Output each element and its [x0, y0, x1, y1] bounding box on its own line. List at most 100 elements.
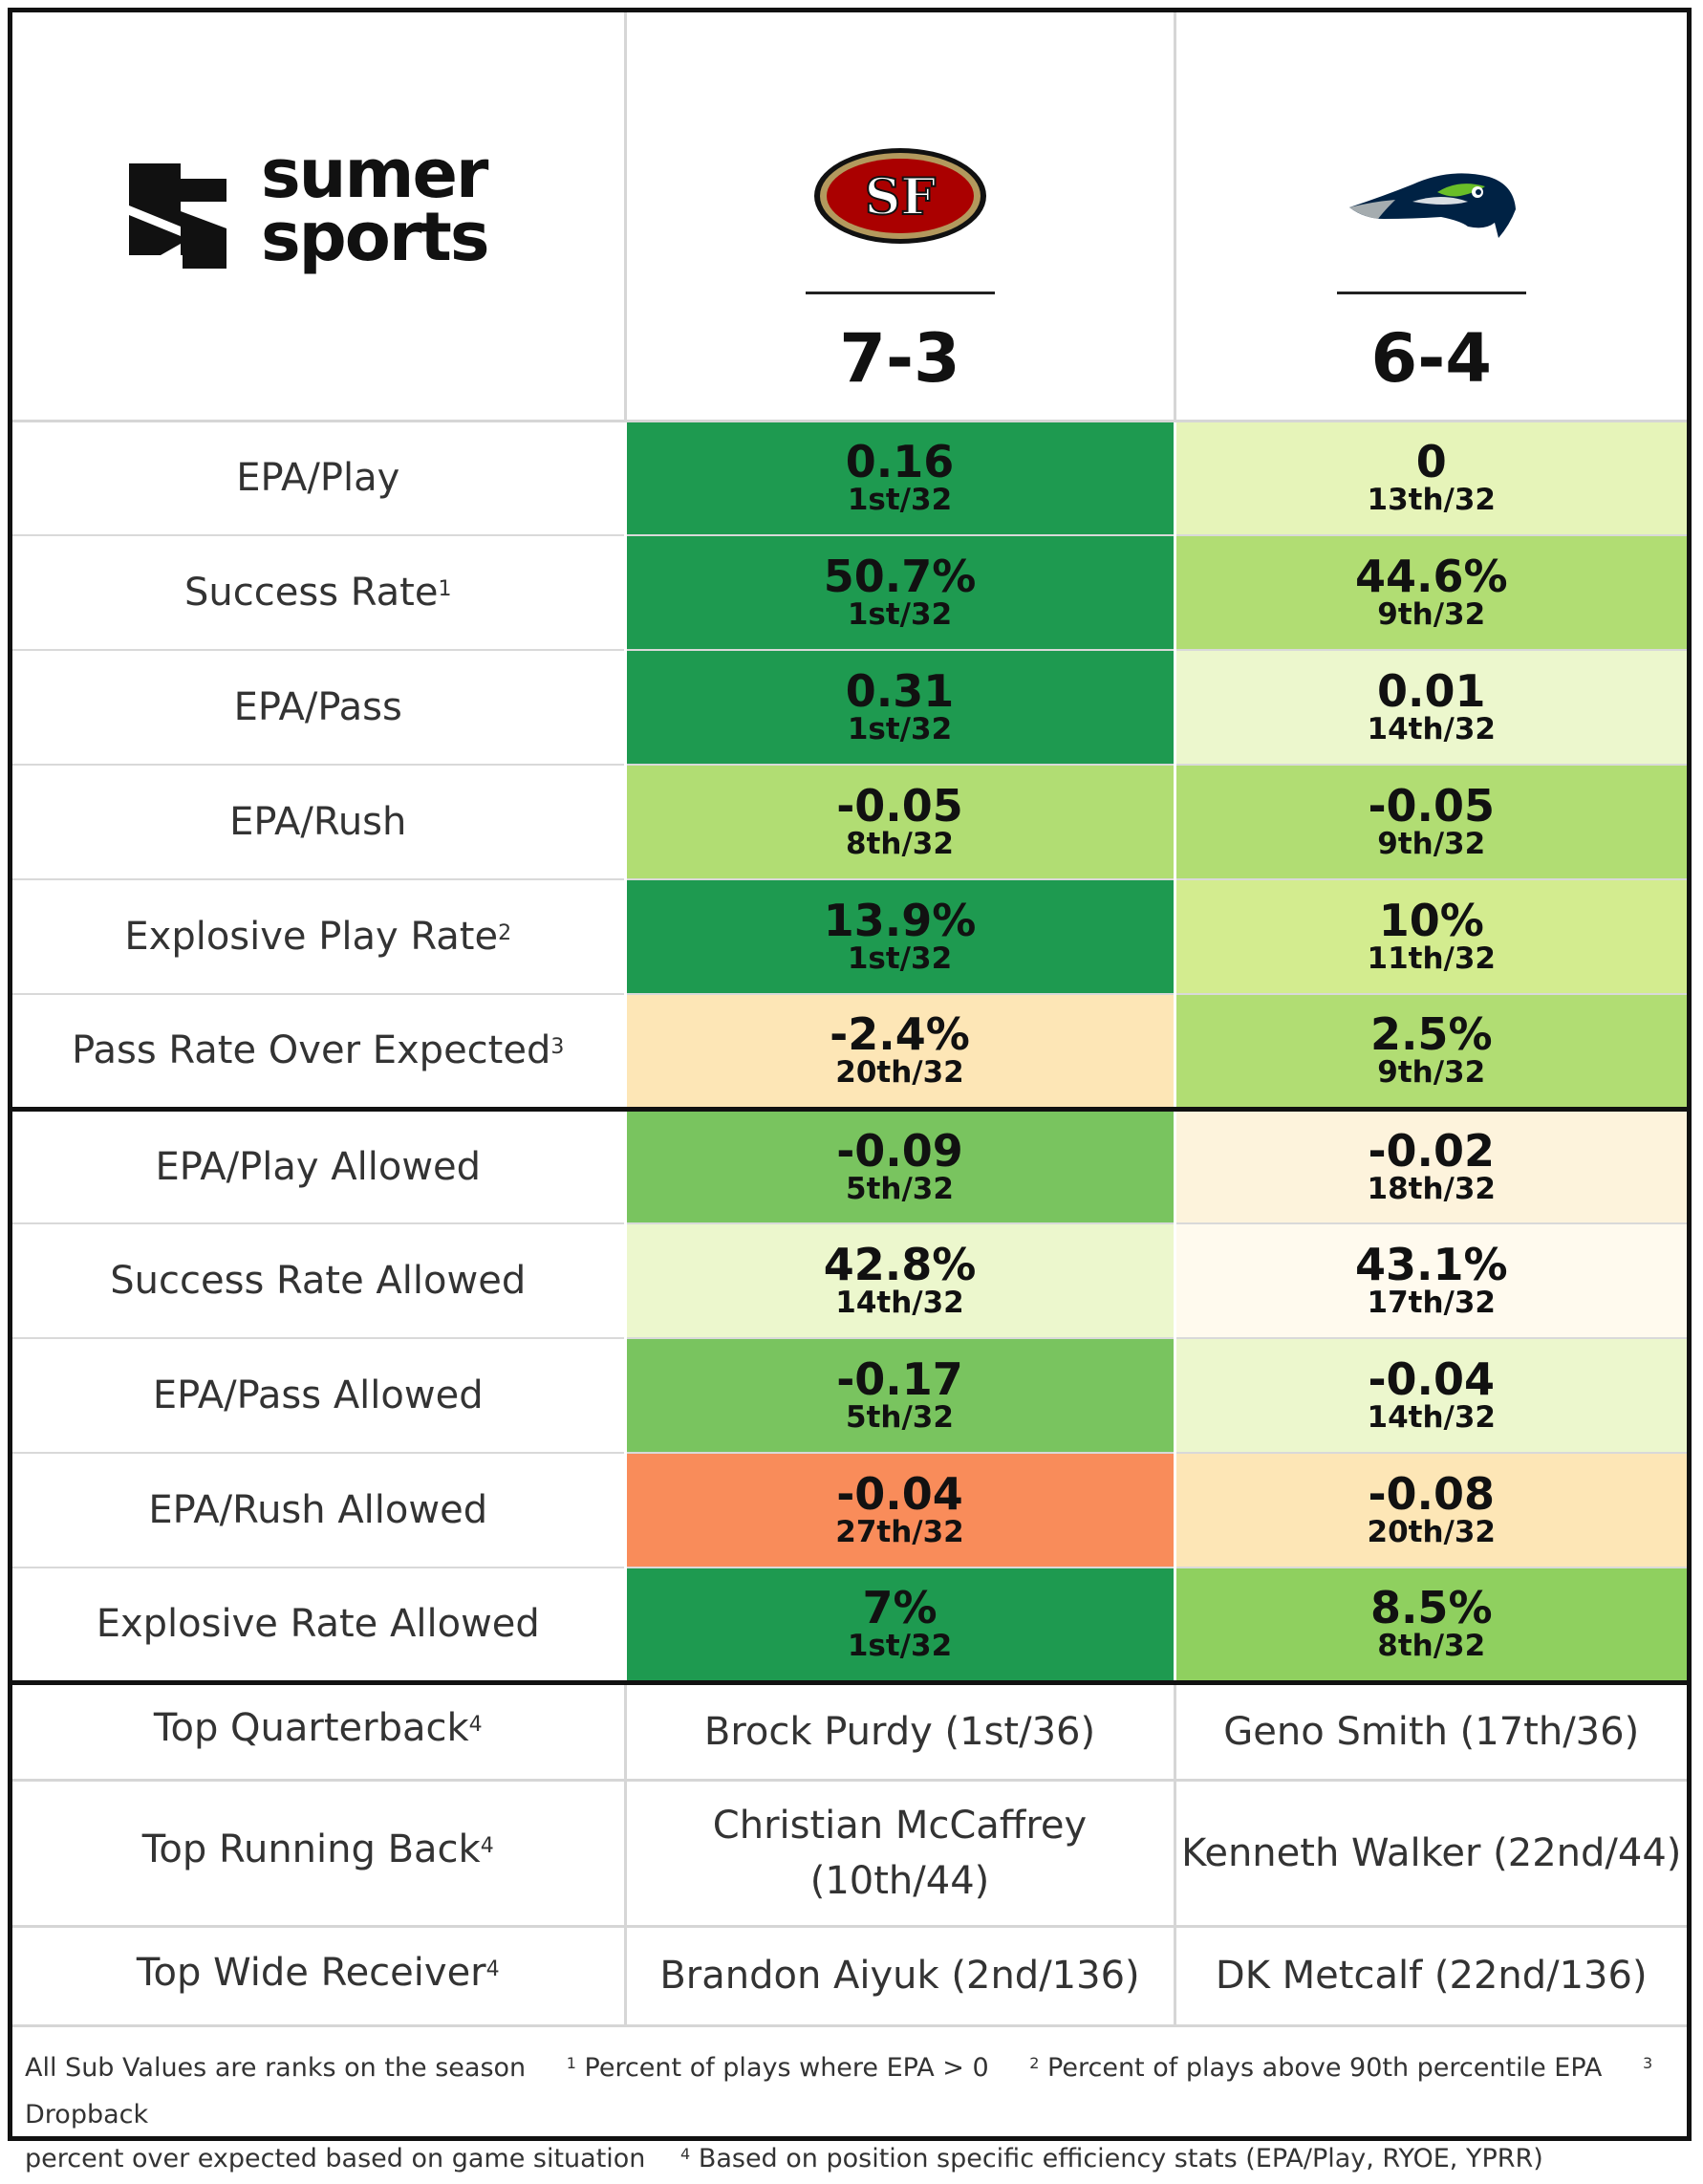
stat-value: 10% [1378, 895, 1484, 946]
stat-cell-sf: -0.05 8th/32 [623, 765, 1175, 880]
footnote-text-3b: percent over expected based on game situ… [25, 2144, 646, 2173]
brand-line-2: sports [261, 198, 490, 276]
stat-row: Success Rate Allowed 42.8% 14th/32 43.1% 17t… [12, 1223, 1687, 1339]
comparison-table: sumer sports SF 7-3 [12, 12, 1687, 2027]
player-name: Kenneth Walker (22nd/44) [1181, 1830, 1682, 1875]
sumer-wordmark: sumer sports [261, 135, 490, 276]
stat-label: EPA/Pass [12, 650, 625, 766]
footnote-mark-2: 2 [1029, 2054, 1040, 2072]
stat-value: -0.02 [1368, 1124, 1496, 1177]
stat-cell-sf: -0.04 27th/32 [623, 1453, 1175, 1568]
stat-row: EPA/Rush Allowed -0.04 27th/32 -0.08 20th/32 [12, 1453, 1687, 1568]
stat-cell-sf: 13.9% 1st/32 [623, 879, 1175, 995]
player-label-text: Top Running Back [141, 1827, 481, 1871]
stat-label-text: Success Rate [184, 571, 439, 615]
stat-rank: 20th/32 [1367, 1515, 1497, 1549]
footnote-text-4: Based on position specific efficiency st… [698, 2144, 1543, 2173]
stat-cell-sf: 42.8% 14th/32 [623, 1223, 1175, 1339]
footnotes: All Sub Values are ranks on the season 1… [25, 2046, 1688, 2184]
stat-rank: 1st/32 [847, 483, 953, 518]
footnote-mark-1: 1 [566, 2054, 576, 2072]
player-name: Geno Smith (17th/36) [1223, 1709, 1640, 1754]
stat-row: EPA/Rush -0.05 8th/32 -0.05 9th/32 [12, 765, 1687, 880]
footnote-line-1: All Sub Values are ranks on the season 1… [25, 2046, 1688, 2137]
player-cell-sea: DK Metcalf (22nd/136) [1173, 1926, 1687, 2027]
team-header-sea: 6-4 [1173, 12, 1687, 422]
stat-row: Explosive Rate Allowed 7% 1st/32 8.5% 8th/32 [12, 1568, 1687, 1685]
player-label: Top Wide Receiver4 [12, 1926, 625, 2027]
stat-rank: 1st/32 [847, 941, 953, 976]
stat-row: EPA/Play Allowed -0.09 5th/32 -0.02 18th/32 [12, 1109, 1687, 1224]
footnote-note: All Sub Values are ranks on the season [25, 2053, 527, 2083]
stat-row: EPA/Play 0.16 1st/32 0 13th/32 [12, 421, 1687, 536]
stat-value: 13.9% [823, 895, 977, 946]
sumer-sports-logo: sumer sports [125, 135, 527, 297]
player-cell-sea: Geno Smith (17th/36) [1173, 1682, 1687, 1782]
footnote-text-3a: Dropback [25, 2100, 149, 2130]
footnote-2: 2 Percent of plays above 90th percentile… [1029, 2053, 1602, 2083]
team-divider [805, 292, 995, 294]
footnote-text-1: Percent of plays where EPA > 0 [584, 2053, 989, 2083]
stat-rank: 17th/32 [1367, 1286, 1497, 1320]
stat-value: -0.08 [1368, 1468, 1496, 1520]
player-cell-sf: Brandon Aiyuk (2nd/136) [623, 1926, 1175, 2027]
team-record-sf: 7-3 [839, 319, 960, 398]
stat-cell-sea: -0.08 20th/32 [1173, 1453, 1687, 1568]
brand-cell: sumer sports [12, 12, 625, 422]
stat-value: 8.5% [1369, 1582, 1493, 1634]
stat-cell-sf: 0.31 1st/32 [623, 650, 1175, 766]
header-row: sumer sports SF 7-3 [12, 12, 1687, 422]
stat-label-text: Explosive Play Rate [124, 915, 499, 959]
stats-section: EPA/Play 0.16 1st/32 0 13th/32 Success Rate1 5… [12, 421, 1687, 1685]
stat-label: Explosive Play Rate2 [12, 879, 625, 995]
stat-cell-sf: -2.4% 20th/32 [623, 994, 1175, 1112]
team-header-sf: SF 7-3 [623, 12, 1175, 422]
stat-label-text: EPA/Pass Allowed [152, 1373, 484, 1417]
footnote-3: 3 Dropback [25, 2053, 1652, 2130]
footnote-text-2: Percent of plays above 90th percentile E… [1047, 2053, 1603, 2083]
stat-cell-sea: -0.04 14th/32 [1173, 1338, 1687, 1454]
stat-label: EPA/Rush Allowed [12, 1453, 625, 1568]
stat-cell-sea: 0.01 14th/32 [1173, 650, 1687, 766]
player-name: DK Metcalf (22nd/136) [1215, 1954, 1648, 1998]
stat-label-text: EPA/Play [236, 456, 400, 501]
stat-value: 50.7% [823, 551, 977, 602]
stat-row: Pass Rate Over Expected3 -2.4% 20th/32 2.5%… [12, 994, 1687, 1112]
stat-rank: 13th/32 [1367, 483, 1497, 518]
stat-cell-sf: 50.7% 1st/32 [623, 535, 1175, 651]
stat-cell-sea: -0.05 9th/32 [1173, 765, 1687, 880]
stat-label: EPA/Pass Allowed [12, 1338, 625, 1454]
stat-value: 43.1% [1354, 1239, 1508, 1290]
player-label-text: Top Quarterback [153, 1706, 469, 1750]
stat-label-text: Success Rate Allowed [110, 1259, 527, 1303]
stat-label-text: EPA/Play Allowed [155, 1144, 482, 1189]
seahawk-icon [1348, 173, 1516, 238]
stat-rank: 18th/32 [1367, 1171, 1497, 1206]
stat-footnote-mark: 2 [498, 921, 512, 945]
footnote-4: 4 Based on position specific efficiency … [680, 2144, 1543, 2173]
stat-rank: 1st/32 [847, 712, 953, 746]
stat-value: 42.8% [823, 1239, 977, 1290]
stat-value: 2.5% [1369, 1008, 1493, 1061]
stat-rank: 1st/32 [847, 1629, 953, 1664]
stat-footnote-mark: 1 [438, 577, 452, 601]
stat-value: 0.16 [845, 436, 955, 488]
stat-cell-sf: 0.16 1st/32 [623, 421, 1175, 536]
stat-label: EPA/Play Allowed [12, 1109, 625, 1224]
stat-cell-sea: 0 13th/32 [1173, 421, 1687, 536]
players-section: Top Quarterback4 Brock Purdy (1st/36) Geno… [12, 1682, 1687, 2027]
footnote-mark-3: 3 [1642, 2054, 1653, 2072]
stat-label: Success Rate Allowed [12, 1223, 625, 1339]
stat-value: -0.05 [1368, 780, 1496, 832]
brand-line-1: sumer [261, 135, 488, 213]
stat-value: 0.01 [1377, 665, 1486, 717]
49ers-logo-icon: SF [813, 148, 986, 244]
stat-label: Success Rate1 [12, 535, 625, 651]
stat-rank: 9th/32 [1377, 827, 1486, 861]
stat-value: 0 [1415, 436, 1447, 488]
team-divider [1336, 292, 1526, 294]
stat-cell-sea: 2.5% 9th/32 [1173, 994, 1687, 1112]
stat-label: EPA/Play [12, 421, 625, 536]
49ers-logo-text: SF [864, 168, 936, 227]
stat-value: -2.4% [830, 1008, 970, 1061]
